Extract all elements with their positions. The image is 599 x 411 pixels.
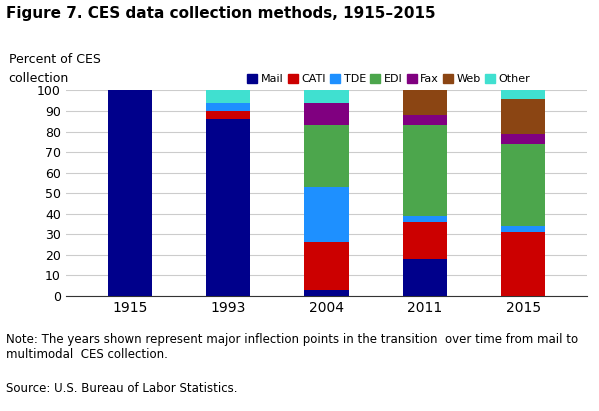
- Bar: [403, 115, 447, 125]
- Bar: [206, 103, 250, 111]
- Bar: [304, 90, 349, 103]
- Text: Figure 7. CES data collection methods, 1915–2015: Figure 7. CES data collection methods, 1…: [6, 6, 435, 21]
- Bar: [304, 290, 349, 296]
- Bar: [403, 222, 447, 259]
- Bar: [501, 134, 545, 144]
- Bar: [501, 90, 545, 99]
- Bar: [403, 125, 447, 216]
- Bar: [206, 111, 250, 119]
- Text: Percent of CES: Percent of CES: [8, 53, 101, 67]
- Bar: [206, 119, 250, 296]
- Bar: [304, 125, 349, 187]
- Bar: [501, 99, 545, 134]
- Bar: [501, 226, 545, 232]
- Bar: [403, 259, 447, 296]
- Bar: [403, 62, 447, 115]
- Text: Note: The years shown represent major inflection points in the transition  over : Note: The years shown represent major in…: [6, 333, 578, 361]
- Bar: [108, 90, 152, 296]
- Bar: [501, 144, 545, 226]
- Bar: [403, 53, 447, 62]
- Bar: [304, 103, 349, 125]
- Bar: [206, 90, 250, 103]
- Text: collection: collection: [8, 72, 69, 85]
- Bar: [304, 187, 349, 242]
- Legend: Mail, CATI, TDE, EDI, Fax, Web, Other: Mail, CATI, TDE, EDI, Fax, Web, Other: [243, 69, 535, 89]
- Bar: [304, 242, 349, 290]
- Bar: [403, 216, 447, 222]
- Bar: [501, 232, 545, 296]
- Text: Source: U.S. Bureau of Labor Statistics.: Source: U.S. Bureau of Labor Statistics.: [6, 382, 237, 395]
